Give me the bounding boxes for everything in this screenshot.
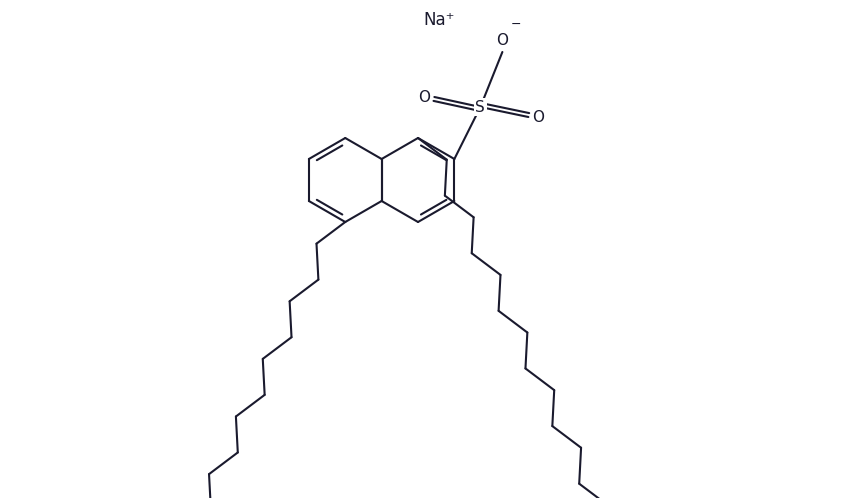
Text: S: S bbox=[475, 100, 484, 115]
Text: Na⁺: Na⁺ bbox=[423, 11, 455, 29]
Text: O: O bbox=[495, 32, 508, 47]
Text: −: − bbox=[511, 17, 521, 30]
Text: O: O bbox=[532, 110, 544, 124]
Text: O: O bbox=[418, 90, 430, 105]
